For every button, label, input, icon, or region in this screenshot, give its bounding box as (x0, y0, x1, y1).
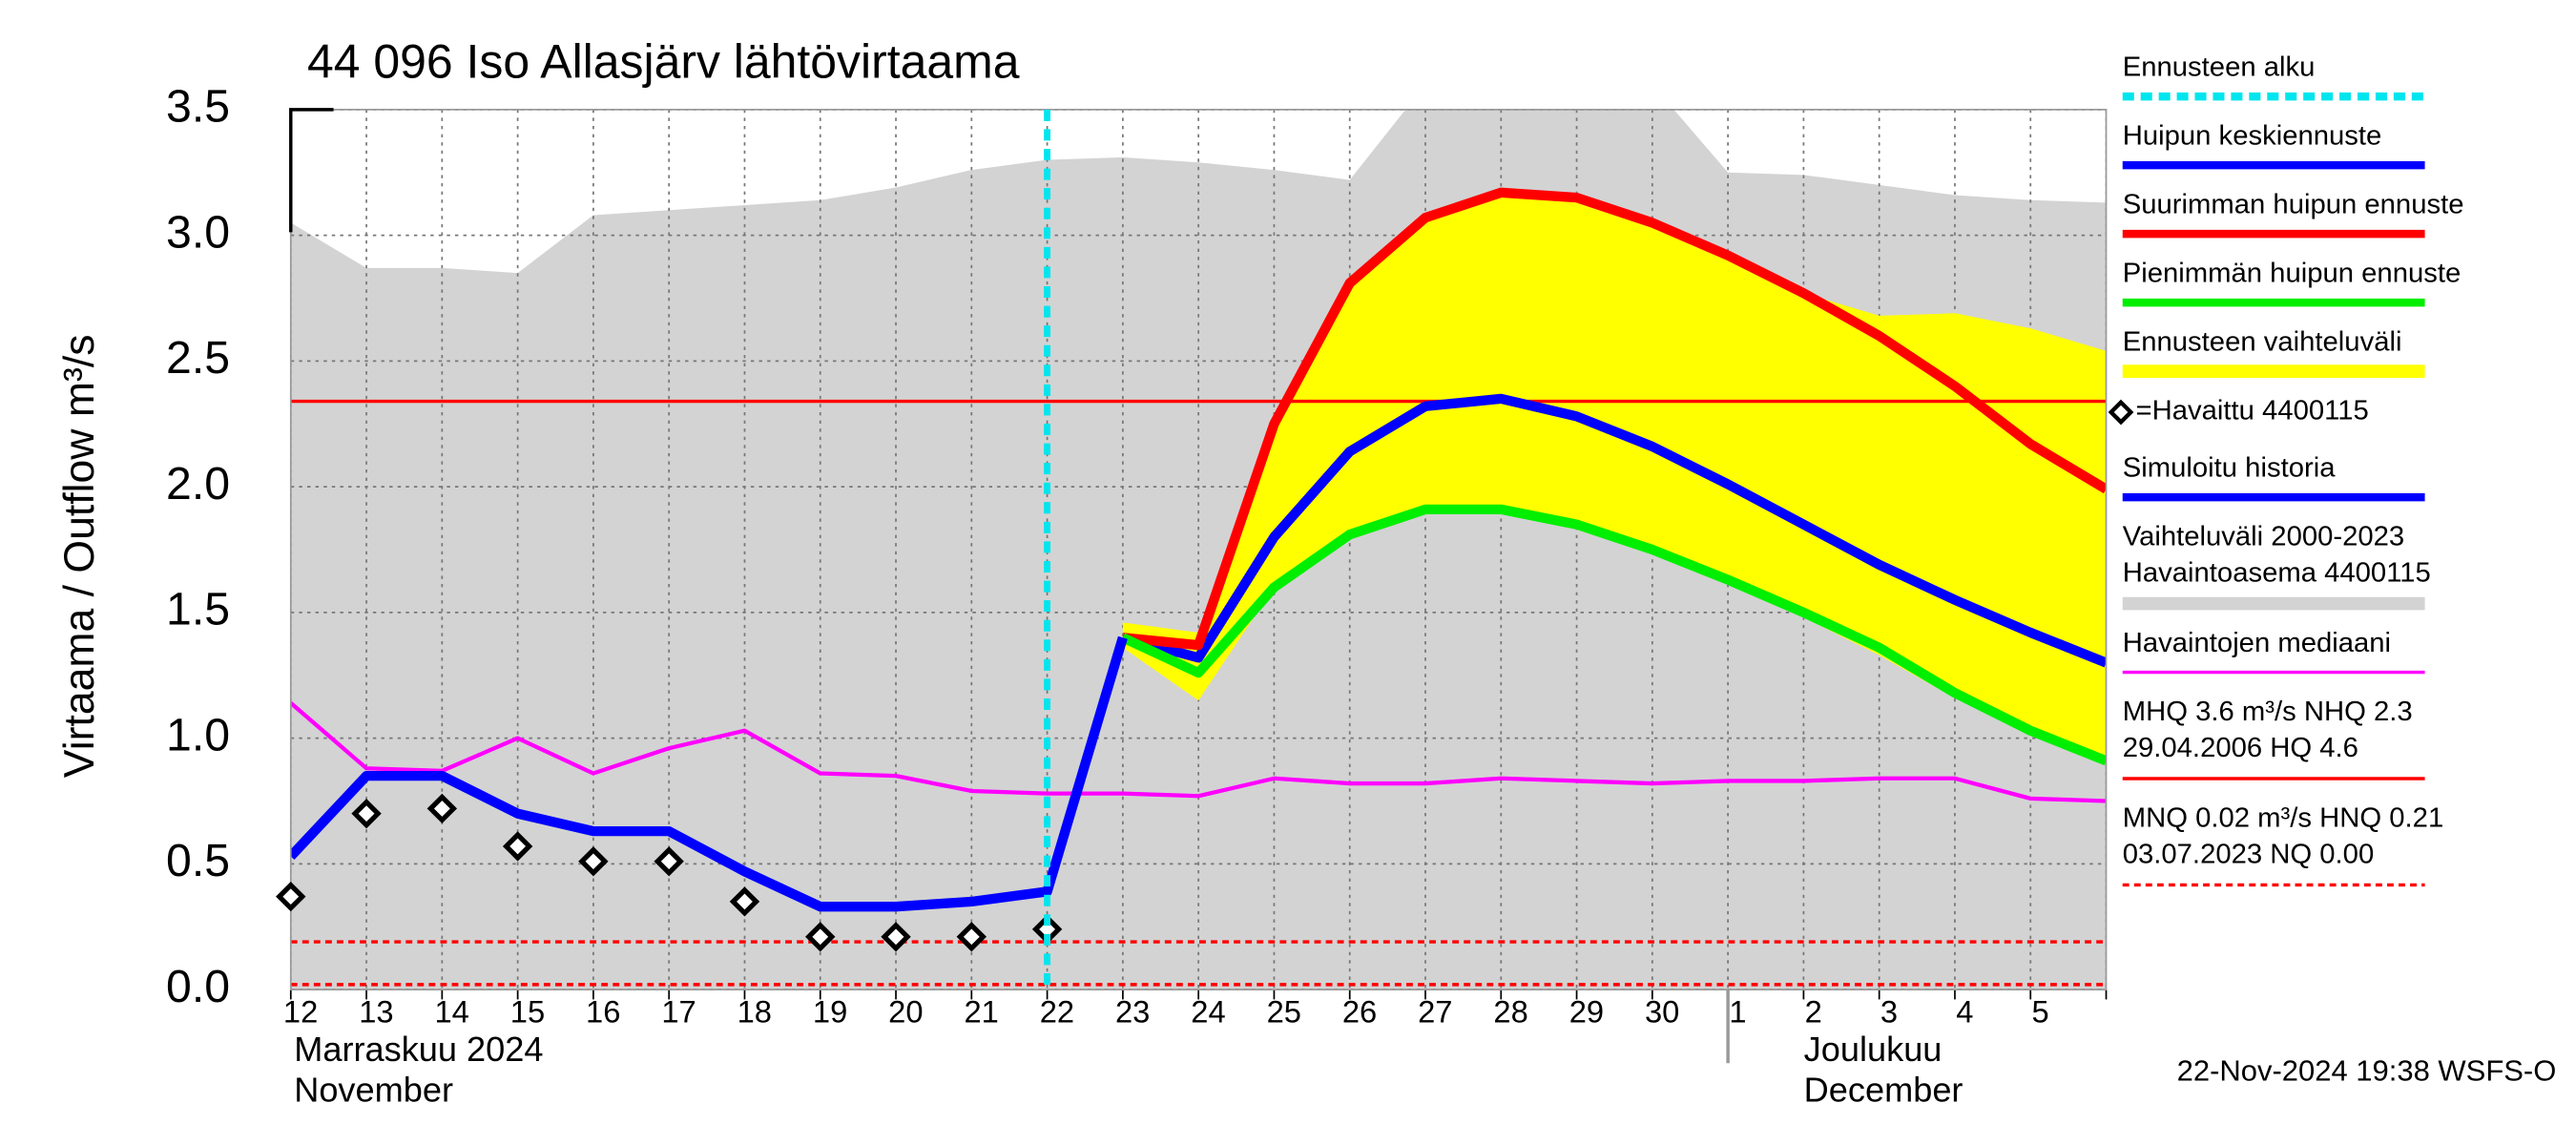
month-label: December (1804, 1071, 1963, 1110)
y-tick-label: 3.5 (166, 81, 230, 133)
x-tick-label: 17 (661, 994, 696, 1030)
y-tick-label: 0.5 (166, 835, 230, 886)
x-tick-label: 27 (1418, 994, 1452, 1030)
observed-point (351, 799, 382, 829)
legend-label: Havaintoasema 4400115 (2123, 557, 2431, 588)
x-tick-label: 22 (1040, 994, 1074, 1030)
series-line (290, 701, 2107, 803)
month-label: Marraskuu 2024 (294, 1030, 543, 1069)
legend-marker (2108, 399, 2134, 426)
observed-point (426, 793, 458, 824)
series-line (1122, 187, 2107, 651)
chart-title: 44 096 Iso Allasjärv lähtövirtaama (307, 35, 1020, 89)
legend-label: 29.04.2006 HQ 4.6 (2123, 733, 2358, 763)
x-tick-label: 13 (359, 994, 393, 1030)
x-tick-label: 19 (813, 994, 847, 1030)
footer: 22-Nov-2024 19:38 WSFS-O (2177, 1054, 2557, 1088)
observed-point (276, 882, 306, 912)
series-line (290, 635, 1128, 912)
axis-bracket (289, 108, 334, 233)
y-tick-label: 1.5 (166, 584, 230, 635)
x-tick-label: 26 (1342, 994, 1377, 1030)
legend-label: Suurimman huipun ennuste (2123, 190, 2464, 220)
y-tick-label: 0.0 (166, 961, 230, 1012)
observed-point (805, 922, 836, 952)
x-tick-label: 1 (1729, 994, 1746, 1030)
y-tick-label: 2.0 (166, 458, 230, 510)
x-tick-label: 20 (888, 994, 923, 1030)
y-tick-label: 2.5 (166, 332, 230, 384)
x-tick-label: 15 (510, 994, 545, 1030)
legend-label: MHQ 3.6 m³/s NHQ 2.3 (2123, 697, 2413, 727)
x-tick-label: 12 (283, 994, 318, 1030)
x-tick-label: 2 (1805, 994, 1822, 1030)
legend-label: 03.07.2023 NQ 0.00 (2123, 839, 2374, 869)
legend-label: Huipun keskiennuste (2123, 121, 2382, 152)
y-tick-label: 1.0 (166, 709, 230, 760)
x-tick-label: 24 (1191, 994, 1225, 1030)
forecast-band (1122, 192, 2107, 763)
overlay: 0.00.51.01.52.02.53.03.512 13 14 15 16 17 18 19… (166, 81, 2108, 1064)
observed-point (654, 846, 684, 877)
y-axis-label: Virtaama / Outflow m³/s (56, 335, 103, 779)
x-tick-label: 18 (737, 994, 772, 1030)
x-tick-label: 28 (1493, 994, 1527, 1030)
legend-label: Havaintojen mediaani (2123, 628, 2391, 658)
legend-label: MNQ 0.02 m³/s HNQ 0.21 (2123, 803, 2443, 834)
observed-point (729, 886, 760, 917)
series-line (1120, 504, 2107, 766)
x-tick-label: 14 (434, 994, 468, 1030)
observed-point (881, 922, 911, 952)
legend-label: Ennusteen alku (2123, 52, 2316, 83)
month-label: Joulukuu (1804, 1030, 1942, 1069)
x-tick-label: 16 (586, 994, 620, 1030)
legend-label: Pienimmän huipun ennuste (2123, 259, 2462, 289)
x-tick-label: 25 (1267, 994, 1301, 1030)
x-tick-label: 21 (964, 994, 998, 1030)
legend-label: Vaihteluväli 2000-2023 (2123, 522, 2404, 552)
x-tick-label: 4 (1956, 994, 1973, 1030)
observed-point (956, 922, 987, 952)
x-tick-label: 23 (1115, 994, 1150, 1030)
legend-label: Ennusteen vaihteluväli (2123, 327, 2402, 358)
plot-area (290, 109, 2107, 990)
month-label: November (294, 1071, 453, 1110)
series-line (1121, 393, 2107, 668)
x-tick-label: 29 (1569, 994, 1604, 1030)
legend-label: =Havaittu 4400115 (2136, 396, 2369, 427)
x-tick-label: 5 (2031, 994, 2048, 1030)
observed-point (578, 846, 609, 877)
x-tick-label: 3 (1880, 994, 1898, 1030)
legend-label: Simuloitu historia (2123, 453, 2337, 484)
plot-frame (289, 109, 2108, 990)
x-tick-label: 30 (1645, 994, 1679, 1030)
observed-point (502, 831, 533, 862)
y-tick-label: 3.0 (166, 206, 230, 258)
